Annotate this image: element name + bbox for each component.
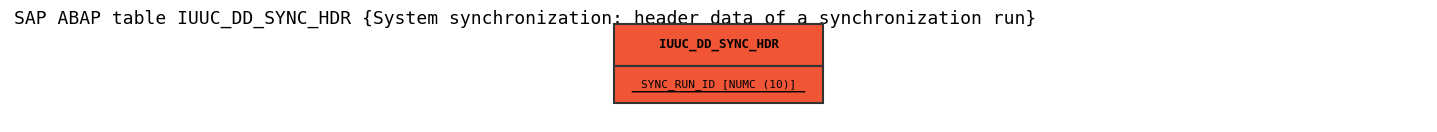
Text: IUUC_DD_SYNC_HDR: IUUC_DD_SYNC_HDR — [658, 38, 779, 51]
FancyBboxPatch shape — [615, 24, 822, 66]
Text: SAP ABAP table IUUC_DD_SYNC_HDR {System synchronization: header data of a synchr: SAP ABAP table IUUC_DD_SYNC_HDR {System … — [14, 9, 1036, 27]
FancyBboxPatch shape — [615, 66, 822, 103]
Text: SYNC_RUN_ID [NUMC (10)]: SYNC_RUN_ID [NUMC (10)] — [641, 79, 796, 90]
